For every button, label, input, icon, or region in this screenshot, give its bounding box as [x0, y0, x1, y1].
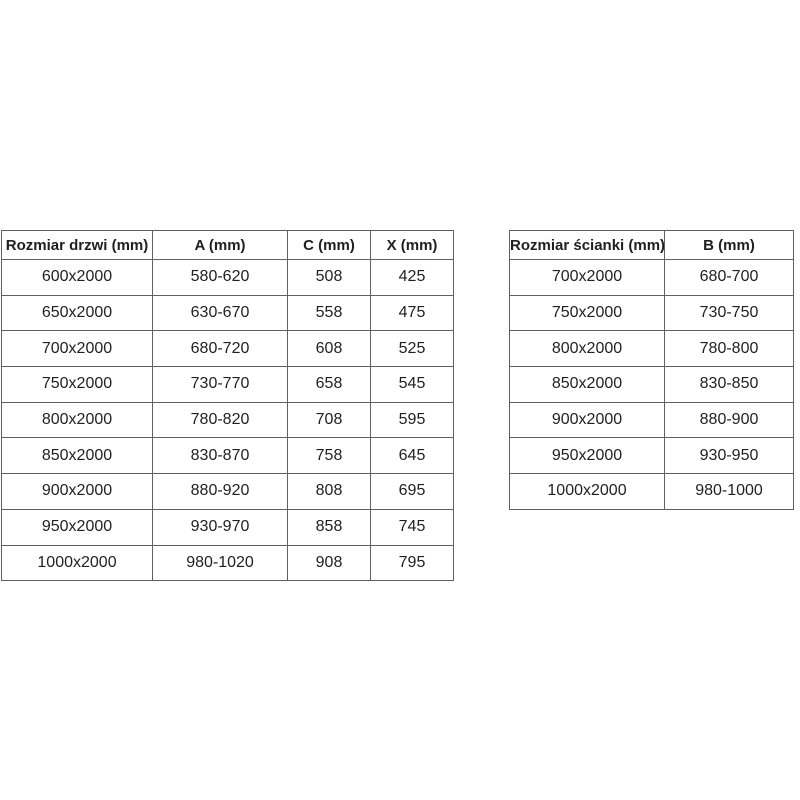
table-cell: 830-870: [152, 437, 288, 475]
table-cell: 708: [287, 401, 371, 439]
table-cell: 475: [370, 294, 454, 332]
table-row: 850x2000 830-870 758 645: [1, 437, 454, 475]
table-cell: 745: [370, 508, 454, 546]
table-cell: 900x2000: [1, 473, 153, 510]
door-header-rozmiar-drzwi: Rozmiar drzwi (mm): [1, 230, 153, 260]
table-cell: 800x2000: [509, 330, 665, 368]
door-header-x: X (mm): [370, 230, 454, 260]
wall-sizes-table: Rozmiar ścianki (mm) B (mm) 700x2000 680…: [509, 230, 794, 510]
door-sizes-table: Rozmiar drzwi (mm) A (mm) C (mm) X (mm) …: [1, 230, 454, 582]
table-cell: 700x2000: [1, 330, 153, 368]
table-cell: 700x2000: [509, 259, 665, 296]
table-cell: 800x2000: [1, 401, 153, 439]
table-cell: 900x2000: [509, 401, 665, 439]
table-cell: 525: [370, 330, 454, 368]
door-header-c: C (mm): [287, 230, 371, 260]
table-cell: 780-800: [664, 330, 794, 368]
table-row: 1000x2000 980-1000: [509, 473, 794, 510]
table-cell: 850x2000: [1, 437, 153, 475]
table-cell: 680-720: [152, 330, 288, 368]
table-cell: 908: [287, 544, 371, 582]
table-cell: 850x2000: [509, 366, 665, 403]
table-cell: 580-620: [152, 259, 288, 296]
wall-header-rozmiar-scianki: Rozmiar ścianki (mm): [509, 230, 665, 260]
table-cell: 730-770: [152, 366, 288, 403]
table-row: 750x2000 730-770 658 545: [1, 366, 454, 403]
table-cell: 645: [370, 437, 454, 475]
table-row: 700x2000 680-700: [509, 259, 794, 296]
table-cell: 1000x2000: [1, 544, 153, 582]
table-cell: 880-920: [152, 473, 288, 510]
table-cell: 600x2000: [1, 259, 153, 296]
table-row: 600x2000 580-620 508 425: [1, 259, 454, 296]
table-cell: 545: [370, 366, 454, 403]
table-cell: 980-1000: [664, 473, 794, 510]
table-cell: 425: [370, 259, 454, 296]
table-row: 950x2000 930-950: [509, 437, 794, 475]
wall-table-header-row: Rozmiar ścianki (mm) B (mm): [509, 230, 794, 260]
table-cell: 980-1020: [152, 544, 288, 582]
wall-header-b: B (mm): [664, 230, 794, 260]
table-cell: 680-700: [664, 259, 794, 296]
table-row: 850x2000 830-850: [509, 366, 794, 403]
table-row: 750x2000 730-750: [509, 294, 794, 332]
table-row: 700x2000 680-720 608 525: [1, 330, 454, 368]
table-cell: 930-970: [152, 508, 288, 546]
table-cell: 830-850: [664, 366, 794, 403]
table-cell: 880-900: [664, 401, 794, 439]
table-cell: 1000x2000: [509, 473, 665, 510]
table-cell: 608: [287, 330, 371, 368]
table-cell: 650x2000: [1, 294, 153, 332]
table-row: 900x2000 880-900: [509, 401, 794, 439]
table-cell: 808: [287, 473, 371, 510]
table-cell: 780-820: [152, 401, 288, 439]
table-cell: 795: [370, 544, 454, 582]
table-row: 800x2000 780-820 708 595: [1, 401, 454, 439]
door-header-a: A (mm): [152, 230, 288, 260]
table-cell: 750x2000: [1, 366, 153, 403]
table-row: 950x2000 930-970 858 745: [1, 508, 454, 546]
table-cell: 558: [287, 294, 371, 332]
table-cell: 658: [287, 366, 371, 403]
table-cell: 750x2000: [509, 294, 665, 332]
table-cell: 950x2000: [1, 508, 153, 546]
table-row: 1000x2000 980-1020 908 795: [1, 544, 454, 582]
table-cell: 950x2000: [509, 437, 665, 475]
table-cell: 595: [370, 401, 454, 439]
table-cell: 730-750: [664, 294, 794, 332]
table-cell: 695: [370, 473, 454, 510]
table-cell: 630-670: [152, 294, 288, 332]
door-table-header-row: Rozmiar drzwi (mm) A (mm) C (mm) X (mm): [1, 230, 454, 260]
table-cell: 508: [287, 259, 371, 296]
table-cell: 930-950: [664, 437, 794, 475]
table-cell: 858: [287, 508, 371, 546]
table-row: 800x2000 780-800: [509, 330, 794, 368]
table-cell: 758: [287, 437, 371, 475]
table-row: 650x2000 630-670 558 475: [1, 294, 454, 332]
table-row: 900x2000 880-920 808 695: [1, 473, 454, 510]
